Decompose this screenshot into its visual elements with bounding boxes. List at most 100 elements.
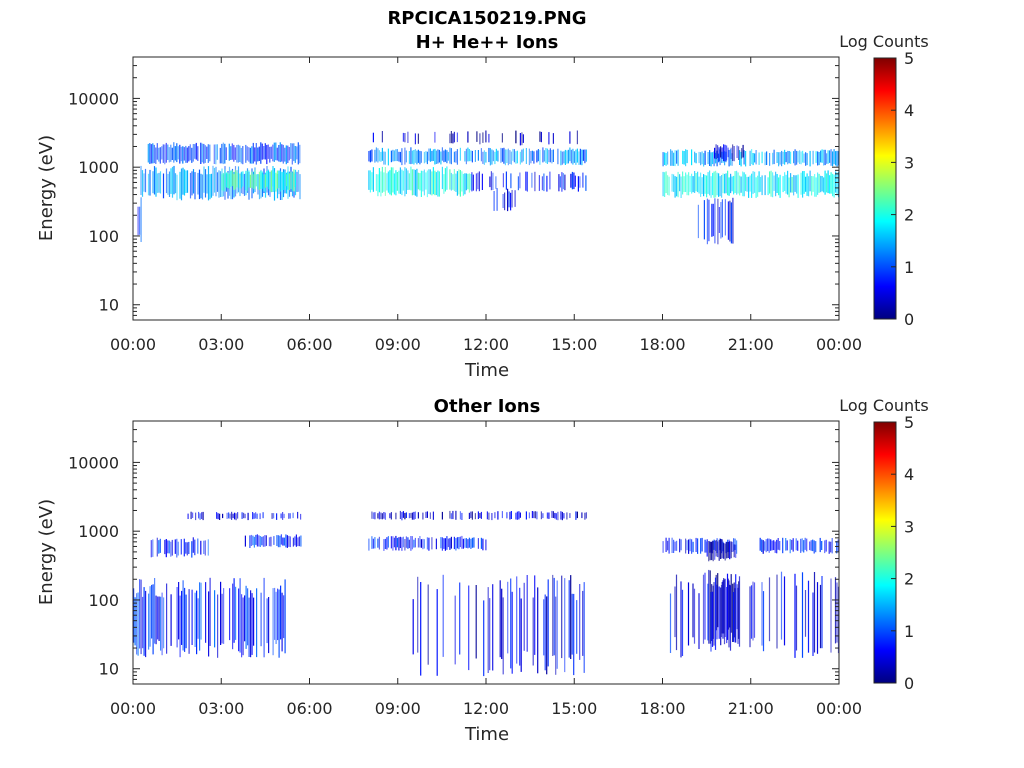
- spectrogram-streak: [233, 578, 235, 643]
- spectrogram-streak: [811, 176, 813, 196]
- spectrogram-streak: [200, 142, 202, 164]
- spectrogram-streak: [546, 148, 548, 164]
- spectrogram-streak: [183, 538, 185, 557]
- spectrogram-streak: [728, 580, 730, 648]
- spectrogram-streak: [571, 171, 573, 190]
- spectrogram-streak: [812, 176, 814, 192]
- spectrogram-streak: [289, 513, 291, 519]
- spectrogram-streak: [386, 537, 388, 550]
- spectrogram-streak: [191, 589, 193, 645]
- spectrogram-streak: [525, 511, 527, 520]
- spectrogram-streak: [720, 202, 722, 239]
- spectrogram-streak: [507, 188, 509, 212]
- spectrogram-streak: [569, 147, 571, 162]
- spectrogram-streak: [533, 511, 535, 519]
- spectrogram-streak: [262, 536, 264, 547]
- spectrogram-streak: [242, 597, 244, 656]
- spectrogram-streak: [480, 148, 482, 162]
- spectrogram-streak: [250, 590, 252, 658]
- spectrogram-streak: [192, 537, 194, 553]
- spectrogram-streak: [738, 146, 740, 160]
- spectrogram-streak: [467, 147, 469, 162]
- spectrogram-streak: [665, 171, 667, 194]
- colorbar-tick-label: 3: [904, 517, 914, 536]
- spectrogram-streak: [435, 172, 437, 196]
- spectrogram-streak: [510, 173, 512, 189]
- y-tick-label: 100: [88, 227, 119, 246]
- spectrogram-streak: [260, 170, 262, 189]
- spectrogram-streak: [220, 581, 222, 645]
- spectrogram-streak: [377, 538, 379, 548]
- spectrogram-streak: [219, 147, 221, 164]
- spectrogram-streak: [450, 536, 452, 549]
- spectrogram-streak: [236, 171, 238, 188]
- spectrogram-streak: [743, 150, 745, 165]
- spectrogram-streak: [434, 148, 436, 165]
- spectrogram-streak: [764, 175, 766, 196]
- spectrogram-streak: [281, 144, 283, 162]
- spectrogram-streak: [226, 512, 228, 519]
- spectrogram-streak: [502, 194, 504, 208]
- spectrogram-streak: [732, 197, 734, 244]
- spectrogram-streak: [729, 584, 731, 628]
- spectrogram-streak: [533, 151, 535, 164]
- spectrogram-streak: [216, 172, 219, 192]
- spectrogram-streak: [528, 512, 530, 519]
- spectrogram-streak: [195, 142, 197, 160]
- spectrogram-streak: [389, 170, 391, 195]
- spectrogram-streak: [567, 149, 569, 164]
- spectrogram-streak: [475, 585, 477, 659]
- spectrogram-streak: [805, 176, 807, 192]
- spectrogram-streak: [836, 172, 838, 196]
- spectrogram-streak: [730, 541, 732, 559]
- colorbar-label: Log Counts: [839, 32, 929, 51]
- spectrogram-streak: [477, 150, 479, 161]
- spectrogram-streak: [215, 166, 217, 197]
- spectrogram-streak: [713, 151, 715, 167]
- spectrogram-streak: [246, 146, 248, 161]
- spectrogram-streak: [174, 173, 177, 194]
- spectrogram-streak: [474, 513, 476, 520]
- spectrogram-streak: [419, 150, 421, 165]
- spectrogram-streak: [467, 173, 469, 190]
- spectrogram-streak: [508, 191, 510, 208]
- spectrogram-streak: [453, 536, 455, 550]
- spectrogram-streak: [488, 512, 490, 520]
- spectrogram-streak: [688, 539, 690, 554]
- spectrogram-streak: [291, 172, 293, 191]
- spectrogram-streak: [721, 147, 723, 159]
- spectrogram-streak: [239, 174, 241, 189]
- spectrogram-streak: [523, 582, 525, 651]
- spectrogram-streak: [531, 511, 533, 519]
- spectrogram-streak: [749, 586, 751, 648]
- spectrogram-streak: [570, 575, 572, 659]
- spectrogram-streak: [249, 535, 251, 548]
- spectrogram-streak: [278, 170, 280, 189]
- spectrogram-streak: [815, 151, 817, 163]
- spectrogram-streak: [456, 537, 458, 549]
- spectrogram-streak: [197, 538, 199, 554]
- spectrogram-streak: [249, 174, 251, 188]
- spectrogram-streak: [583, 582, 585, 673]
- spectrogram-streak: [493, 191, 495, 211]
- spectrogram-streak: [510, 192, 512, 211]
- spectrogram-streak: [828, 541, 830, 554]
- spectrogram-streak: [743, 172, 745, 197]
- spectrogram-streak: [407, 537, 409, 549]
- spectrogram-streak: [165, 142, 167, 163]
- spectrogram-streak: [509, 511, 511, 520]
- spectrogram-streak: [368, 151, 370, 162]
- spectrogram-streak: [404, 167, 406, 197]
- spectrogram-streak: [402, 536, 404, 548]
- spectrogram-streak: [213, 167, 216, 193]
- spectrogram-streak: [671, 150, 673, 166]
- figure-filename: RPCICA150219.PNG: [387, 8, 586, 29]
- spectrogram-streak: [667, 151, 669, 165]
- spectrogram-streak: [444, 168, 446, 192]
- spectrogram-streak: [296, 171, 298, 192]
- spectrogram-streak: [228, 173, 230, 189]
- spectrogram-streak: [221, 174, 223, 191]
- x-tick-label: 15:00: [551, 699, 597, 718]
- spectrogram-streak: [581, 512, 583, 519]
- spectrogram-streak: [780, 571, 783, 640]
